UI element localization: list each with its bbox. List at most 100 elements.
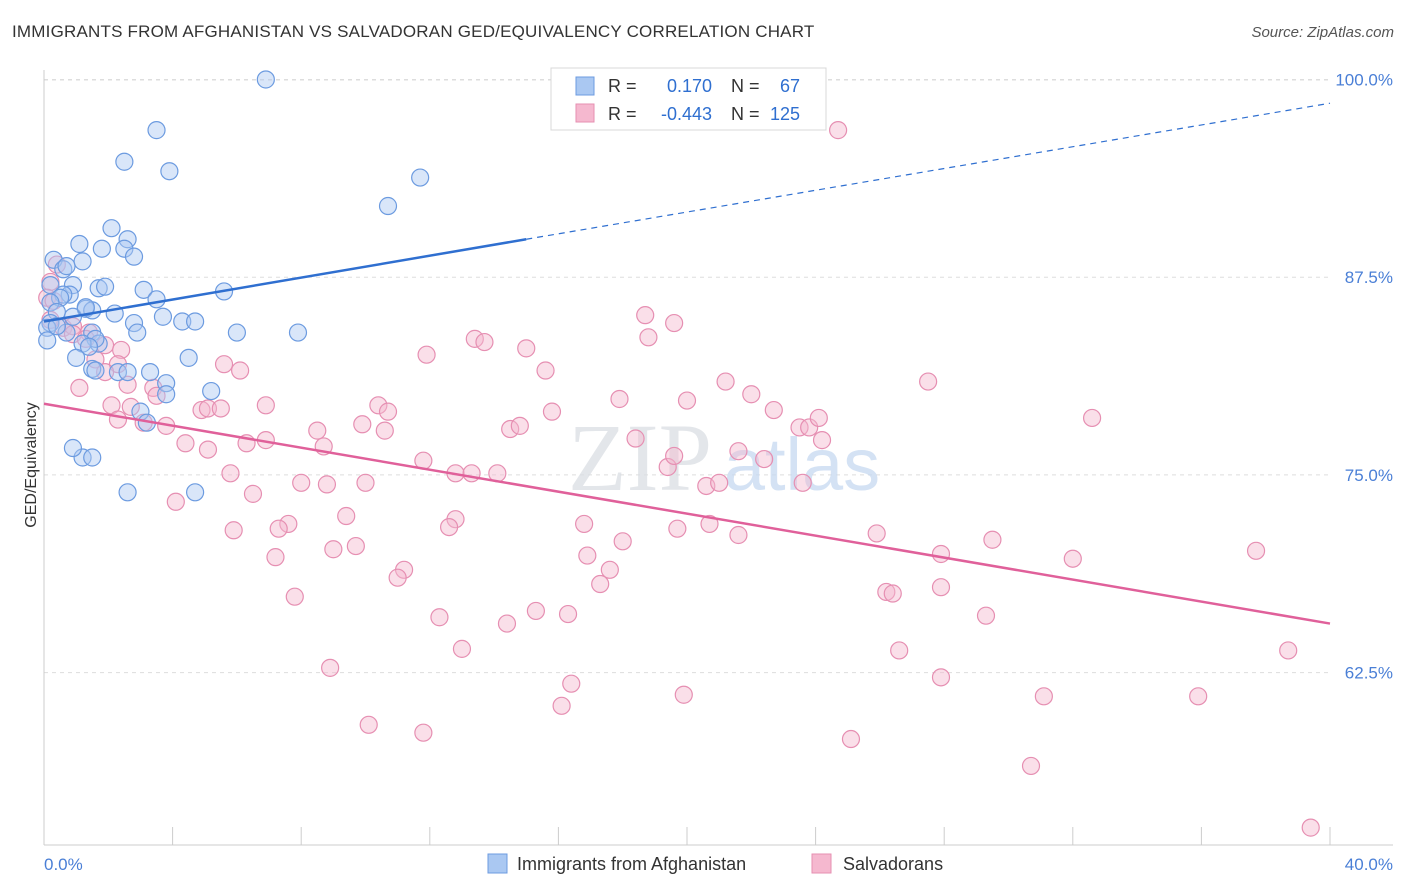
y-tick-label: 87.5% [1345, 268, 1393, 287]
salvadoran-point [1063, 549, 1082, 568]
legend-n-label-pink: N = [731, 104, 760, 124]
salvadoran-point [176, 434, 195, 453]
salvadoran-point [636, 306, 655, 325]
afghanistan-point [70, 234, 89, 254]
salvadoran-point [308, 421, 327, 440]
chart-title: IMMIGRANTS FROM AFGHANISTAN VS SALVADORA… [12, 22, 815, 41]
salvadoran-point [890, 641, 909, 660]
salvadoran-point [321, 658, 340, 677]
afghanistan-point [54, 260, 73, 279]
x-tick-label-min: 0.0% [44, 855, 83, 874]
salvadoran-point [639, 328, 658, 347]
afghanistan-point [50, 288, 70, 307]
salvadoran-point [475, 332, 494, 352]
salvadoran-point [931, 668, 951, 687]
salvadoran-trend-line [43, 402, 1331, 625]
afghanistan-point [186, 483, 205, 502]
salvadoran-point [465, 329, 484, 348]
salvadoran-point [430, 608, 449, 627]
salvadoran-point [369, 396, 388, 415]
salvadoran-point [279, 514, 298, 534]
salvadoran-point [353, 415, 372, 434]
watermark-atlas: atlas [724, 423, 880, 506]
salvadoran-point [729, 525, 748, 545]
afghanistan-point [134, 280, 153, 299]
salvadoran-point [166, 492, 185, 511]
afghanistan-point [147, 290, 166, 309]
afghanistan-point [38, 331, 57, 350]
afghanistan-point [202, 381, 221, 401]
legend-r-label-pink: R = [608, 104, 637, 124]
salvadoran-point [883, 584, 902, 603]
afghanistan-point [63, 276, 83, 295]
salvadoran-point [558, 604, 578, 624]
legend-r-value-blue: 0.170 [667, 76, 712, 96]
salvadoran-point [729, 442, 748, 461]
salvadoran-point [931, 544, 951, 564]
afghanistan-trend-line [43, 238, 527, 323]
bottom-legend-swatch-pink [811, 853, 832, 874]
salvadorans-points [38, 121, 1320, 837]
afghanistan-point [102, 219, 121, 238]
afghanistan-point [227, 323, 246, 342]
salvadoran-point [243, 484, 263, 503]
salvadoran-point [600, 560, 619, 579]
afghanistan-point [124, 313, 144, 333]
afghanistan-point [41, 293, 60, 312]
salvadoran-point [867, 524, 886, 543]
afghanistan-point [160, 162, 179, 181]
bottom-legend: Immigrants from Afghanistan Salvadorans [487, 853, 943, 874]
afghanistan-point [76, 298, 95, 317]
afghanistan-point [157, 385, 176, 404]
salvadoran-point [613, 532, 632, 551]
y-tick-label: 62.5% [1345, 664, 1393, 683]
y-tick-label: 75.0% [1345, 466, 1393, 485]
salvadoran-point [578, 546, 597, 565]
salvadoran-point [742, 385, 761, 404]
afghanistan-point [73, 448, 92, 467]
bottom-legend-label-blue: Immigrants from Afghanistan [517, 854, 746, 874]
salvadoran-point [700, 514, 719, 534]
salvadoran-point [375, 421, 394, 440]
salvadoran-point [198, 440, 218, 459]
watermark-zip: ZIP [568, 404, 712, 511]
source-credit: Source: ZipAtlas.com [1251, 24, 1394, 41]
salvadoran-point [192, 400, 211, 420]
salvadoran-point [231, 361, 250, 380]
afghanistan-point [140, 362, 160, 382]
salvadoran-point [800, 418, 819, 437]
salvadoran-point [552, 696, 571, 715]
afghanistan-point [147, 121, 166, 140]
salvadoran-point [269, 519, 288, 538]
salvadoran-point [1301, 818, 1320, 837]
salvadoran-point [224, 521, 243, 540]
afghanistan-point [73, 252, 92, 271]
salvadoran-point [221, 464, 240, 483]
salvadoran-point [108, 410, 128, 429]
salvadoran-point [536, 361, 555, 380]
legend: R = 0.170 N = 67 R = -0.443 N = 125 [550, 67, 827, 131]
trend-lines [43, 102, 1331, 625]
salvadoran-point [356, 473, 375, 492]
salvadoran-point [414, 723, 433, 742]
afghanistan-point [47, 317, 66, 336]
afghanistan-point [118, 362, 137, 382]
afghanistan-point [173, 312, 192, 331]
salvadoran-point [439, 517, 459, 537]
legend-r-label-blue: R = [608, 76, 637, 96]
salvadoran-point [755, 449, 774, 469]
salvadoran-point [292, 473, 311, 492]
salvadoran-point [665, 313, 684, 333]
salvadoran-point [510, 416, 529, 435]
bottom-legend-swatch-blue [487, 853, 508, 874]
salvadoran-point [266, 548, 285, 567]
salvadoran-point [452, 639, 472, 658]
afghanistan-point [124, 247, 144, 266]
afghanistan-point [108, 362, 128, 382]
tick-labels: 62.5% 75.0% 87.5% 100.0% 0.0% 40.0% [44, 70, 1393, 874]
salvadoran-point [542, 402, 562, 421]
salvadoran-point [790, 418, 809, 437]
salvadoran-point [112, 340, 131, 360]
afghanistan-points [38, 70, 430, 502]
salvadoran-point [211, 399, 230, 418]
